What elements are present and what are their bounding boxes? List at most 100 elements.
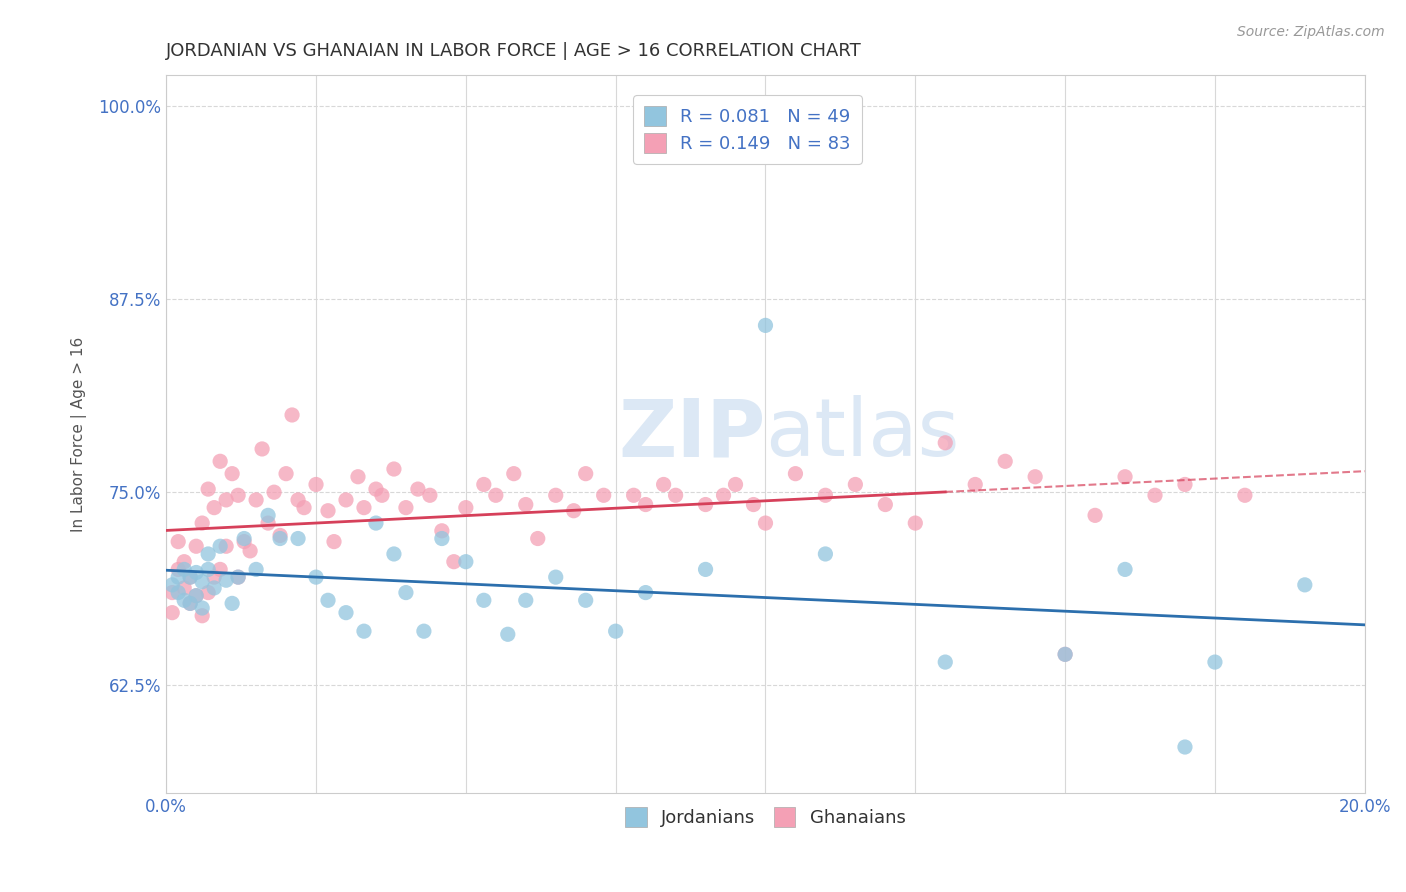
Ghanaians xyxy=(544,488,567,502)
Ghanaians xyxy=(965,477,987,491)
Ghanaians xyxy=(472,477,495,491)
Jordanians xyxy=(472,593,495,607)
Ghanaians xyxy=(167,534,190,549)
Jordanians xyxy=(316,593,339,607)
Ghanaians xyxy=(1233,488,1256,502)
Jordanians xyxy=(1204,655,1226,669)
Ghanaians xyxy=(186,589,208,603)
Jordanians xyxy=(1174,739,1197,754)
Text: Source: ZipAtlas.com: Source: ZipAtlas.com xyxy=(1237,25,1385,39)
Ghanaians xyxy=(364,482,387,496)
Ghanaians xyxy=(202,570,225,584)
Ghanaians xyxy=(382,462,405,476)
Ghanaians xyxy=(316,504,339,518)
Ghanaians xyxy=(197,585,219,599)
Ghanaians xyxy=(724,477,747,491)
Ghanaians xyxy=(323,534,346,549)
Jordanians xyxy=(221,596,243,610)
Jordanians xyxy=(634,585,657,599)
Ghanaians xyxy=(305,477,328,491)
Ghanaians xyxy=(191,516,214,530)
Ghanaians xyxy=(652,477,675,491)
Jordanians xyxy=(934,655,956,669)
Ghanaians xyxy=(179,570,201,584)
Jordanians xyxy=(544,570,567,584)
Ghanaians xyxy=(454,500,477,515)
Jordanians xyxy=(245,562,267,576)
Ghanaians xyxy=(160,606,183,620)
Ghanaians xyxy=(221,467,243,481)
Ghanaians xyxy=(160,585,183,599)
Ghanaians xyxy=(245,492,267,507)
Ghanaians xyxy=(502,467,524,481)
Jordanians xyxy=(257,508,280,523)
Jordanians xyxy=(160,578,183,592)
Ghanaians xyxy=(347,469,370,483)
Jordanians xyxy=(430,532,453,546)
Ghanaians xyxy=(274,467,297,481)
Ghanaians xyxy=(353,500,375,515)
Jordanians xyxy=(695,562,717,576)
Ghanaians xyxy=(419,488,441,502)
Jordanians xyxy=(209,539,232,553)
Ghanaians xyxy=(754,516,776,530)
Jordanians xyxy=(395,585,418,599)
Jordanians xyxy=(605,624,627,639)
Ghanaians xyxy=(562,504,585,518)
Jordanians xyxy=(233,532,256,546)
Ghanaians xyxy=(202,500,225,515)
Jordanians xyxy=(202,581,225,595)
Ghanaians xyxy=(406,482,429,496)
Ghanaians xyxy=(665,488,688,502)
Ghanaians xyxy=(430,524,453,538)
Ghanaians xyxy=(515,498,537,512)
Jordanians xyxy=(186,589,208,603)
Ghanaians xyxy=(197,482,219,496)
Ghanaians xyxy=(994,454,1017,468)
Jordanians xyxy=(179,570,201,584)
Text: JORDANIAN VS GHANAIAN IN LABOR FORCE | AGE > 16 CORRELATION CHART: JORDANIAN VS GHANAIAN IN LABOR FORCE | A… xyxy=(166,42,862,60)
Jordanians xyxy=(353,624,375,639)
Jordanians xyxy=(305,570,328,584)
Ghanaians xyxy=(239,544,262,558)
Jordanians xyxy=(179,596,201,610)
Jordanians xyxy=(496,627,519,641)
Ghanaians xyxy=(713,488,735,502)
Ghanaians xyxy=(250,442,273,456)
Ghanaians xyxy=(814,488,837,502)
Jordanians xyxy=(269,532,291,546)
Jordanians xyxy=(1114,562,1136,576)
Ghanaians xyxy=(1143,488,1166,502)
Jordanians xyxy=(191,601,214,615)
Jordanians xyxy=(173,593,195,607)
Ghanaians xyxy=(742,498,765,512)
Ghanaians xyxy=(233,534,256,549)
Text: atlas: atlas xyxy=(765,395,960,474)
Ghanaians xyxy=(209,562,232,576)
Ghanaians xyxy=(335,492,357,507)
Jordanians xyxy=(197,562,219,576)
Jordanians xyxy=(515,593,537,607)
Jordanians xyxy=(173,562,195,576)
Jordanians xyxy=(191,574,214,589)
Ghanaians xyxy=(269,528,291,542)
Jordanians xyxy=(754,318,776,333)
Jordanians xyxy=(412,624,434,639)
Jordanians xyxy=(814,547,837,561)
Ghanaians xyxy=(287,492,309,507)
Jordanians xyxy=(454,555,477,569)
Ghanaians xyxy=(186,539,208,553)
Ghanaians xyxy=(934,435,956,450)
Jordanians xyxy=(575,593,598,607)
Ghanaians xyxy=(623,488,645,502)
Text: ZIP: ZIP xyxy=(619,395,765,474)
Ghanaians xyxy=(281,408,304,422)
Ghanaians xyxy=(575,467,598,481)
Ghanaians xyxy=(592,488,614,502)
Ghanaians xyxy=(215,539,238,553)
Ghanaians xyxy=(526,532,548,546)
Ghanaians xyxy=(1084,508,1107,523)
Ghanaians xyxy=(1174,477,1197,491)
Ghanaians xyxy=(191,608,214,623)
Ghanaians xyxy=(292,500,315,515)
